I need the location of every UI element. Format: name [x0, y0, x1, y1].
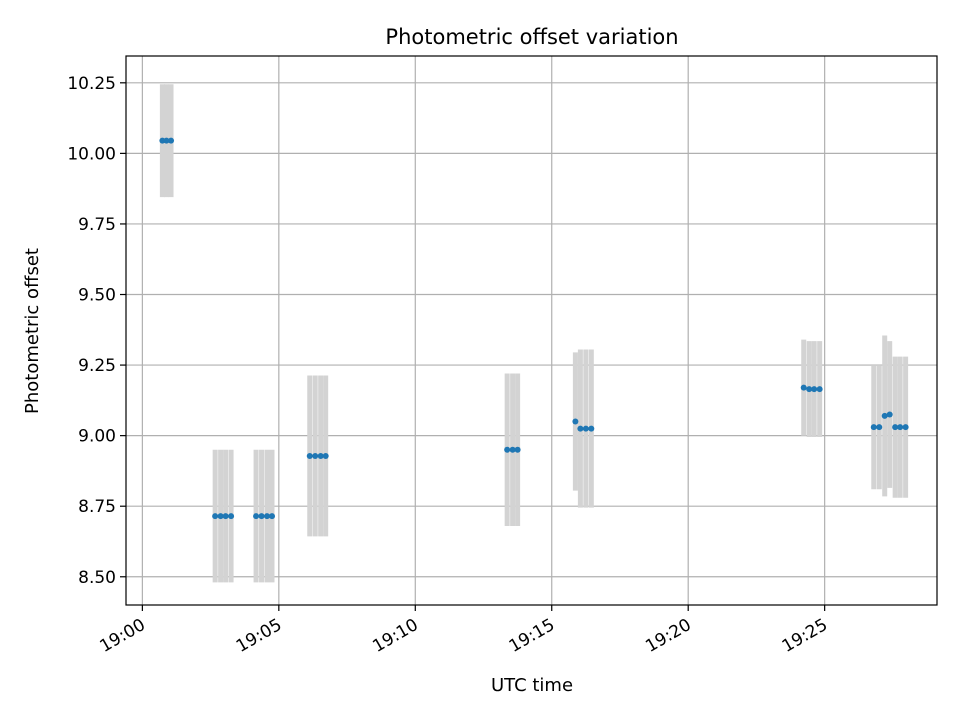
data-point	[258, 513, 265, 520]
x-tick-label: 19:00	[96, 615, 148, 657]
data-point	[897, 424, 904, 431]
data-point	[504, 446, 511, 453]
data-point	[168, 137, 175, 144]
data-point	[902, 424, 909, 431]
data-point	[322, 452, 329, 459]
y-axis-title: Photometric offset	[22, 248, 43, 414]
y-tick-label: 9.50	[78, 286, 116, 306]
x-tick-label: 19:10	[369, 615, 421, 657]
data-point	[577, 425, 584, 432]
x-axis-title: UTC time	[491, 675, 573, 696]
data-point	[306, 452, 313, 459]
chart-title: Photometric offset variation	[385, 25, 678, 49]
plot-background	[126, 56, 937, 605]
y-tick-label: 9.25	[78, 356, 116, 376]
data-point	[312, 452, 319, 459]
grid	[126, 56, 937, 605]
data-point	[582, 425, 589, 432]
data-points	[159, 137, 909, 520]
plot-frame	[125, 55, 938, 606]
data-point	[572, 418, 579, 425]
data-point	[514, 446, 521, 453]
x-tick-label: 19:05	[233, 615, 285, 657]
data-point	[816, 386, 823, 393]
x-tick-label: 19:20	[642, 615, 694, 657]
data-point	[588, 425, 595, 432]
data-point	[163, 137, 170, 144]
y-tick-label: 10.25	[67, 74, 116, 94]
data-point	[217, 513, 224, 520]
data-point	[212, 513, 219, 520]
y-tick-label: 9.00	[78, 427, 116, 447]
y-axis-ticks: 8.50 8.75 9.00 9.25 9.50 9.75 10.00 10.25	[67, 74, 126, 588]
data-point	[222, 513, 229, 520]
data-point	[892, 424, 899, 431]
data-point	[886, 411, 893, 418]
x-axis-ticks: 19:00 19:05 19:10 19:15 19:20 19:25	[96, 605, 831, 657]
data-point	[870, 424, 877, 431]
data-point	[317, 452, 324, 459]
y-tick-label: 10.00	[67, 144, 116, 164]
y-tick-label: 8.50	[78, 568, 116, 588]
data-point	[228, 513, 235, 520]
x-tick-label: 19:25	[779, 615, 831, 657]
data-point	[881, 412, 888, 419]
data-point	[876, 424, 883, 431]
data-point	[509, 446, 516, 453]
y-tick-label: 9.75	[78, 215, 116, 235]
x-tick-label: 19:15	[506, 615, 558, 657]
data-point	[811, 386, 818, 393]
data-point	[269, 513, 276, 520]
data-point	[800, 384, 807, 391]
data-point	[264, 513, 271, 520]
data-point	[253, 513, 260, 520]
data-point	[806, 386, 813, 393]
y-tick-label: 8.75	[78, 497, 116, 517]
